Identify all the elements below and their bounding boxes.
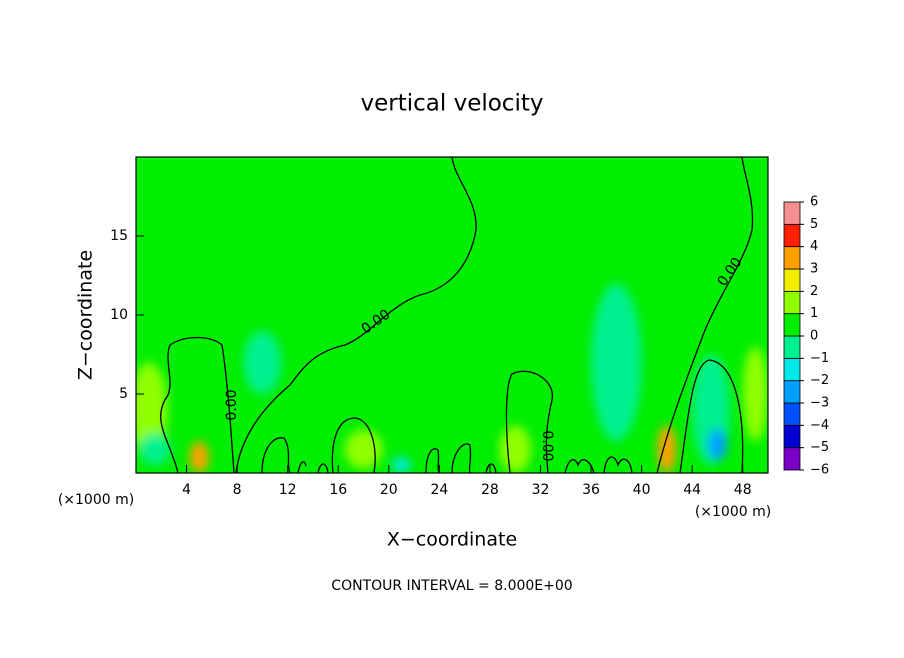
colorbar-label: 3 bbox=[810, 262, 818, 277]
field-feature bbox=[344, 429, 383, 470]
colorbar-swatch bbox=[783, 402, 801, 426]
contour-line bbox=[235, 157, 477, 473]
annotation: CONTOUR INTERVAL = 8.000E+00 bbox=[331, 578, 572, 594]
contour-line bbox=[679, 359, 744, 473]
x-tick-label: 12 bbox=[279, 482, 297, 498]
field-feature bbox=[499, 425, 531, 473]
field-feature bbox=[742, 346, 768, 442]
x-unit-label: (×1000 m) bbox=[695, 504, 771, 520]
contour-line bbox=[331, 417, 376, 473]
colorbar-swatch bbox=[783, 335, 801, 359]
contour-line bbox=[297, 443, 633, 473]
colorbar-swatch bbox=[783, 268, 801, 292]
colorbar-label: 2 bbox=[810, 284, 818, 299]
colorbar-label: 4 bbox=[810, 239, 818, 254]
colorbar-swatch bbox=[783, 290, 801, 315]
x-axis-label: X−coordinate bbox=[387, 529, 517, 551]
field-feature bbox=[657, 425, 677, 473]
field-feature bbox=[243, 330, 282, 394]
colorbar-label: −2 bbox=[810, 373, 829, 388]
field-feature bbox=[391, 457, 411, 473]
colorbar-swatch bbox=[783, 223, 801, 248]
y-tick-label: 15 bbox=[110, 228, 128, 244]
contour-lines bbox=[160, 157, 754, 473]
colorbar-swatch bbox=[783, 201, 801, 225]
colorbar-label: −5 bbox=[810, 440, 829, 455]
colorbar-swatch bbox=[783, 424, 801, 449]
colorbar-label: −1 bbox=[810, 351, 829, 366]
colorbar-swatch bbox=[783, 313, 801, 337]
colorbar-swatch bbox=[783, 246, 801, 270]
y-tick-label: 5 bbox=[119, 386, 128, 402]
chart-title: vertical velocity bbox=[361, 91, 544, 117]
colorbar-label: 1 bbox=[810, 306, 818, 321]
x-tick-label: 40 bbox=[633, 482, 651, 498]
field-feature bbox=[707, 428, 727, 461]
colorbar: −6 −5 −4 −3 −2 −1 0 1 2 3 4 5 6 bbox=[783, 195, 829, 478]
plot-background bbox=[136, 157, 768, 473]
x-tick-label: 36 bbox=[582, 482, 600, 498]
field-feature bbox=[189, 441, 209, 473]
x-tick-label: 32 bbox=[532, 482, 550, 498]
y-axis-label: Z−coordinate bbox=[75, 250, 97, 380]
field-feature bbox=[139, 433, 171, 466]
field-feature bbox=[591, 283, 642, 442]
contour-line bbox=[656, 157, 754, 473]
x-tick-label: 28 bbox=[481, 482, 499, 498]
x-tick-label: 4 bbox=[182, 482, 191, 498]
x-tick-label: 24 bbox=[430, 482, 448, 498]
x-tick-label: 44 bbox=[683, 482, 701, 498]
contour-line bbox=[505, 370, 553, 473]
x-tick-label: 48 bbox=[734, 482, 752, 498]
colorbar-label: 6 bbox=[810, 195, 818, 210]
colorbar-swatch bbox=[783, 357, 801, 382]
contour-line bbox=[261, 437, 291, 473]
y-tick-label: 10 bbox=[110, 307, 128, 323]
x-tick-label: 20 bbox=[380, 482, 398, 498]
colorbar-label: −6 bbox=[810, 463, 829, 478]
x-tick-label: 8 bbox=[233, 482, 242, 498]
field-feature bbox=[136, 362, 168, 458]
contour-line bbox=[160, 336, 235, 473]
colorbar-label: −3 bbox=[810, 396, 829, 411]
colorbar-label: −4 bbox=[810, 418, 829, 433]
x-unit-label: (×1000 m) bbox=[58, 492, 134, 508]
colorbar-label: 5 bbox=[810, 217, 818, 232]
x-tick-label: 16 bbox=[329, 482, 347, 498]
contour-label: 0.00 bbox=[224, 389, 240, 420]
contour-label: 0.00 bbox=[539, 430, 555, 461]
colorbar-label: 0 bbox=[810, 329, 818, 344]
colorbar-swatch bbox=[783, 380, 801, 404]
colorbar-swatch bbox=[783, 447, 801, 471]
